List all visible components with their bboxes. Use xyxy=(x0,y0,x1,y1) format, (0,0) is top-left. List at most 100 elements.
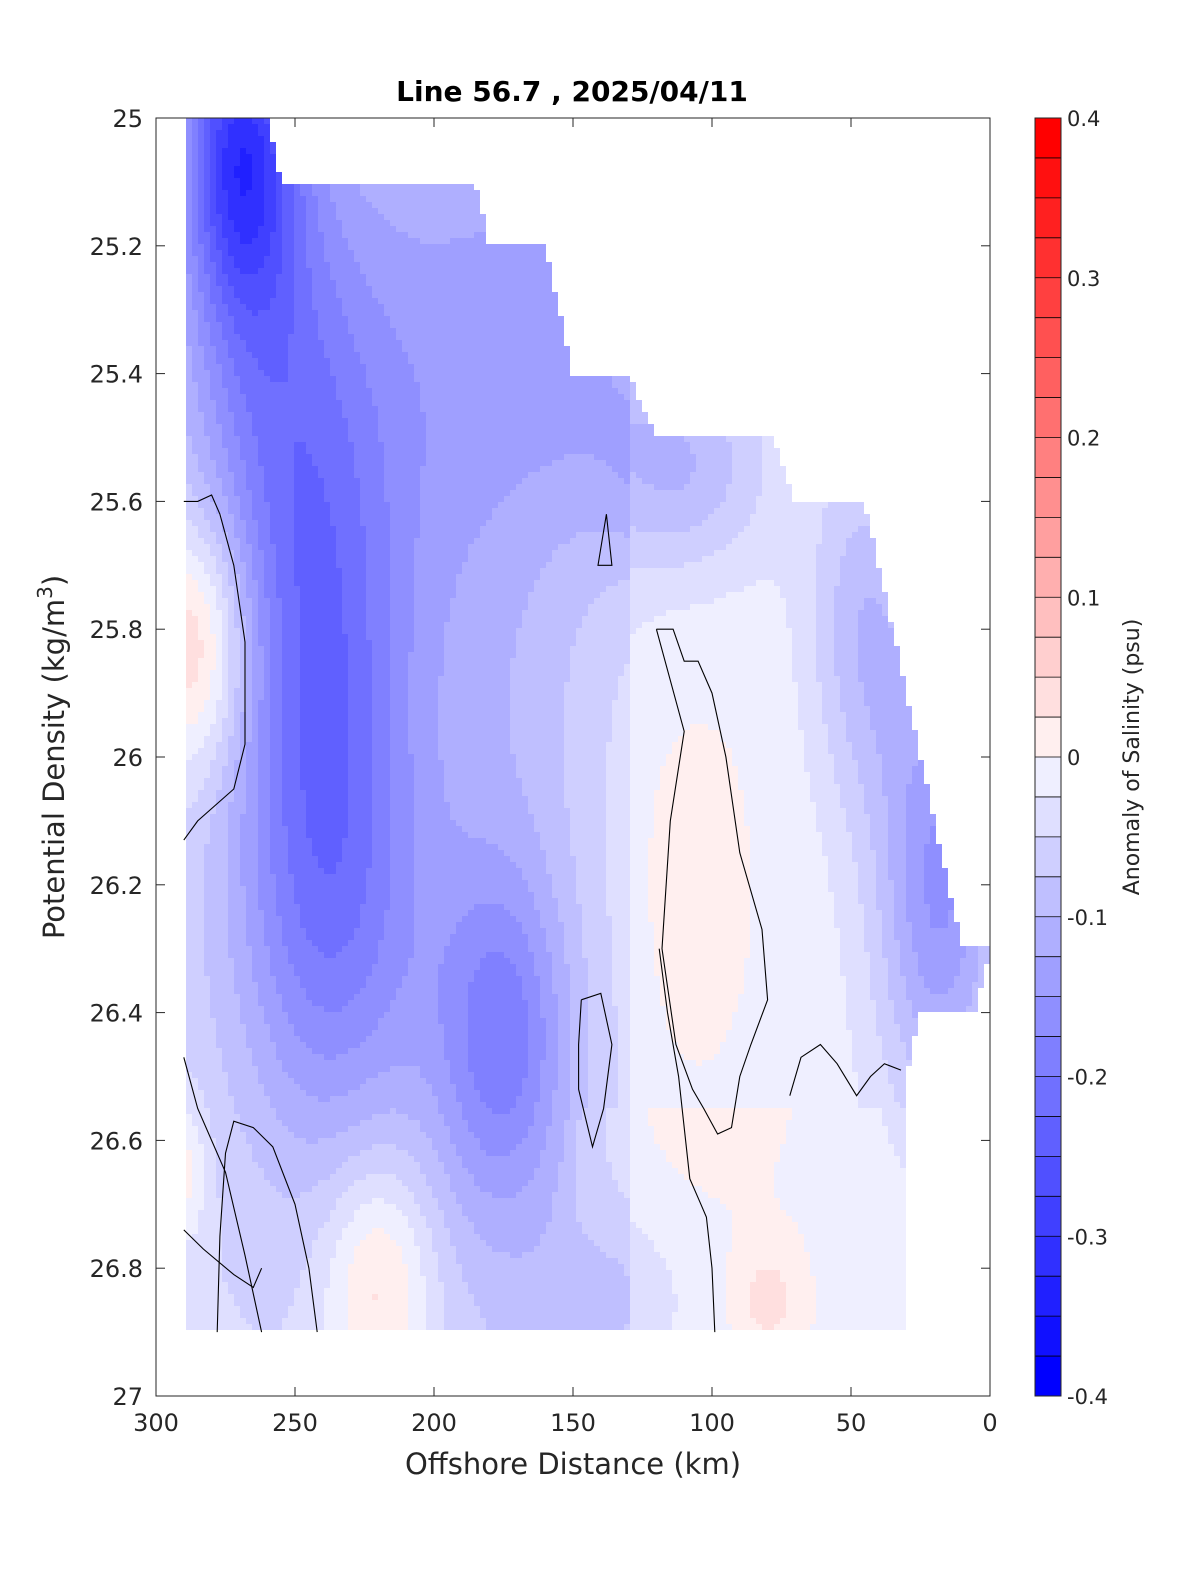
contour-fill-cell xyxy=(588,1054,618,1060)
contour-fill-cell xyxy=(222,1222,324,1228)
contour-fill-cell xyxy=(840,688,864,694)
contour-fill-cell xyxy=(228,352,252,358)
contour-fill-cell xyxy=(222,766,234,772)
contour-fill-cell xyxy=(252,616,258,622)
contour-fill-cell xyxy=(726,1264,810,1270)
contour-fill-cell xyxy=(618,1186,630,1192)
contour-fill-cell xyxy=(348,430,378,436)
contour-fill-cell xyxy=(252,184,264,190)
contour-fill-cell xyxy=(342,226,396,232)
contour-fill-cell xyxy=(468,1282,630,1288)
contour-fill-cell xyxy=(216,1138,246,1144)
contour-fill-cell xyxy=(744,814,816,820)
contour-fill-cell xyxy=(348,796,372,802)
contour-fill-cell xyxy=(348,832,372,838)
contour-fill-cell xyxy=(264,676,270,682)
contour-fill-cell xyxy=(348,724,372,730)
contour-fill-cell xyxy=(222,772,234,778)
contour-fill-cell xyxy=(726,490,762,496)
contour-fill-cell xyxy=(630,634,792,640)
contour-fill-cell xyxy=(306,238,324,244)
contour-fill-cell xyxy=(282,994,306,1000)
contour-fill-cell xyxy=(432,1234,450,1240)
contour-fill-cell xyxy=(216,208,228,214)
contour-fill-cell xyxy=(228,574,240,580)
contour-fill-cell xyxy=(576,1168,612,1174)
contour-fill-cell xyxy=(390,808,414,814)
contour-fill-cell xyxy=(756,580,774,586)
contour-fill-cell xyxy=(240,544,252,550)
contour-fill-cell xyxy=(894,928,912,934)
contour-fill-cell xyxy=(216,154,222,160)
contour-fill-cell xyxy=(492,1108,510,1114)
colorbar-segment xyxy=(1035,916,1061,958)
contour-fill-cell xyxy=(588,1084,618,1090)
contour-fill-cell xyxy=(204,166,210,172)
contour-fill-cell xyxy=(750,898,834,904)
contour-fill-cell xyxy=(564,724,612,730)
contour-fill-cell xyxy=(654,790,744,796)
contour-fill-cell xyxy=(192,1174,204,1180)
contour-fill-cell xyxy=(552,976,570,982)
contour-fill-cell xyxy=(414,586,456,592)
contour-fill-cell xyxy=(732,1018,846,1024)
contour-fill-cell xyxy=(540,988,552,994)
contour-fill-cell xyxy=(300,1270,330,1276)
contour-fill-cell xyxy=(222,1048,252,1054)
contour-fill-cell xyxy=(186,844,204,850)
contour-fill-cell xyxy=(384,478,420,484)
contour-fill-cell xyxy=(822,694,840,700)
contour-fill-cell xyxy=(852,1066,888,1072)
contour-fill-cell xyxy=(252,412,342,418)
contour-fill-cell xyxy=(246,802,258,808)
contour-fill-cell xyxy=(186,1282,228,1288)
contour-fill-cell xyxy=(366,604,390,610)
contour-fill-cell xyxy=(876,880,894,886)
contour-fill-cell xyxy=(348,1048,444,1054)
contour-fill-cell xyxy=(192,244,204,250)
contour-fill-cell xyxy=(846,550,876,556)
contour-fill-cell xyxy=(204,1162,216,1168)
contour-fill-cell xyxy=(714,550,816,556)
contour-fill-cell xyxy=(216,358,234,364)
contour-fill-cell xyxy=(306,244,324,250)
contour-fill-cell xyxy=(294,250,306,256)
contour-fill-cell xyxy=(522,994,540,1000)
contour-fill-cell xyxy=(186,1186,192,1192)
contour-fill-cell xyxy=(252,178,264,184)
contour-fill-cell xyxy=(312,1000,348,1006)
contour-fill-cell xyxy=(276,172,282,178)
contour-fill-cell xyxy=(348,634,366,640)
contour-fill-cell xyxy=(564,730,612,736)
contour-fill-cell xyxy=(198,664,216,670)
contour-fill-cell xyxy=(258,706,270,712)
contour-fill-cell xyxy=(396,1174,426,1180)
contour-fill-cell xyxy=(444,1048,468,1054)
contour-fill-cell xyxy=(216,658,222,664)
contour-fill-cell xyxy=(630,832,654,838)
contour-fill-cell xyxy=(822,706,840,712)
contour-fill-cell xyxy=(528,1006,540,1012)
contour-fill-cell xyxy=(390,520,420,526)
contour-fill-cell xyxy=(630,1006,666,1012)
contour-fill-cell xyxy=(186,328,198,334)
contour-fill-cell xyxy=(240,610,252,616)
contour-fill-cell xyxy=(294,448,306,454)
contour-fill-cell xyxy=(804,736,828,742)
contour-fill-cell xyxy=(294,544,336,550)
contour-fill-cell xyxy=(438,1198,456,1204)
contour-fill-cell xyxy=(300,976,366,982)
contour-fill-cell xyxy=(258,856,270,862)
contour-fill-cell xyxy=(186,802,192,808)
contour-fill-cell xyxy=(222,220,234,226)
contour-fill-cell xyxy=(390,754,414,760)
contour-fill-cell xyxy=(636,526,690,532)
contour-fill-cell xyxy=(600,592,630,598)
contour-fill-cell xyxy=(258,544,276,550)
contour-fill-cell xyxy=(408,688,438,694)
contour-fill-cell xyxy=(402,1258,420,1264)
contour-fill-cell xyxy=(204,640,216,646)
contour-fill-cell xyxy=(372,664,390,670)
contour-fill-cell xyxy=(342,1192,414,1198)
contour-fill-cell xyxy=(534,964,552,970)
